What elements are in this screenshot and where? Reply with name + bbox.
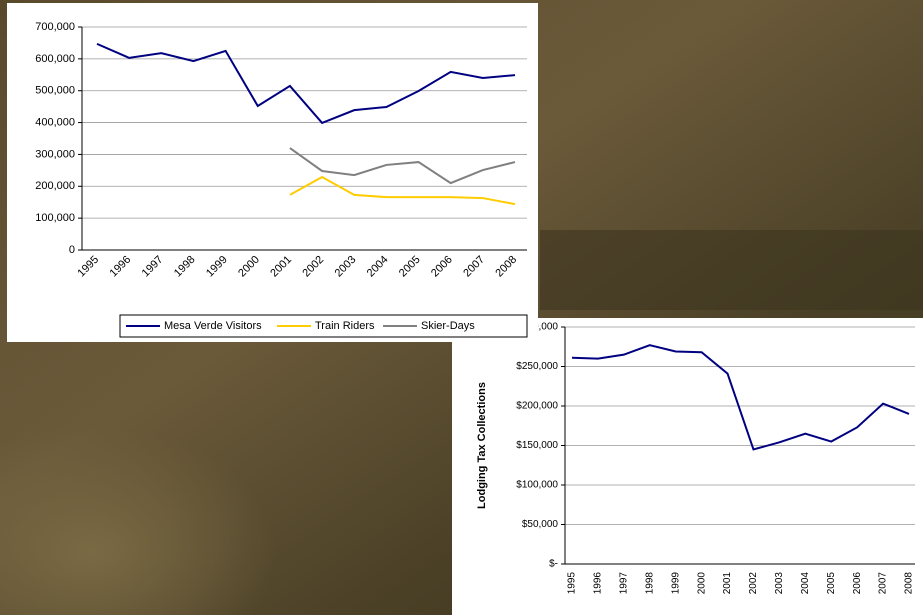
series-line	[96, 42, 516, 125]
y-tick-label: $-	[549, 559, 558, 570]
y-tick-label: $200,000	[516, 401, 558, 412]
y-tick-label: 300,000	[35, 148, 75, 160]
legend-label: Train Riders	[315, 320, 375, 332]
series-line	[571, 344, 910, 451]
y-tick-label: 500,000	[35, 85, 75, 97]
y-tick-label: 0	[69, 244, 75, 256]
x-tick-label: 2001	[722, 572, 733, 595]
x-tick-label: 1998	[644, 572, 655, 595]
x-tick-label: 2000	[696, 572, 707, 595]
y-tick-label: 700,000	[35, 21, 75, 33]
x-tick-label: 2003	[774, 572, 785, 595]
background-texture	[0, 300, 460, 615]
series-line	[289, 175, 516, 206]
chart-panel	[7, 3, 538, 342]
y-tick-label: $50,000	[522, 519, 559, 530]
y-tick-label: 100,000	[35, 212, 75, 224]
x-tick-label: 2002	[748, 572, 759, 595]
legend-label: Mesa Verde Visitors	[164, 320, 262, 332]
background-texture	[540, 230, 923, 310]
y-tick-label: 200,000	[35, 180, 75, 192]
x-tick-label: 2004	[800, 572, 811, 595]
legend-box	[119, 314, 528, 338]
y-tick-label: $100,000	[516, 480, 558, 491]
y-axis-title: Lodging Tax Collections	[476, 382, 488, 509]
y-tick-label: 600,000	[35, 53, 75, 65]
x-tick-label: 2008	[904, 572, 915, 595]
y-tick-label: $250,000	[516, 361, 558, 372]
x-tick-label: 1995	[567, 572, 578, 595]
series-line	[289, 147, 516, 185]
x-tick-label: 2005	[826, 572, 837, 595]
x-tick-label: 1996	[593, 572, 604, 595]
y-tick-label: $150,000	[516, 440, 558, 451]
x-tick-label: 1997	[618, 572, 629, 595]
x-tick-label: 2006	[852, 572, 863, 595]
chart-panel	[452, 318, 923, 615]
legend-label: Skier-Days	[421, 320, 475, 332]
y-tick-label: 400,000	[35, 116, 75, 128]
x-tick-label: 2007	[878, 572, 889, 595]
x-tick-label: 1999	[670, 572, 681, 595]
